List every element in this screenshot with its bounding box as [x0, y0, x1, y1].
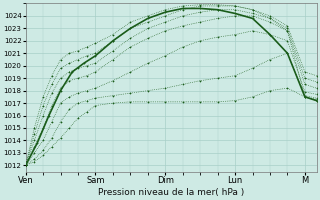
X-axis label: Pression niveau de la mer( hPa ): Pression niveau de la mer( hPa ) [98, 188, 244, 197]
